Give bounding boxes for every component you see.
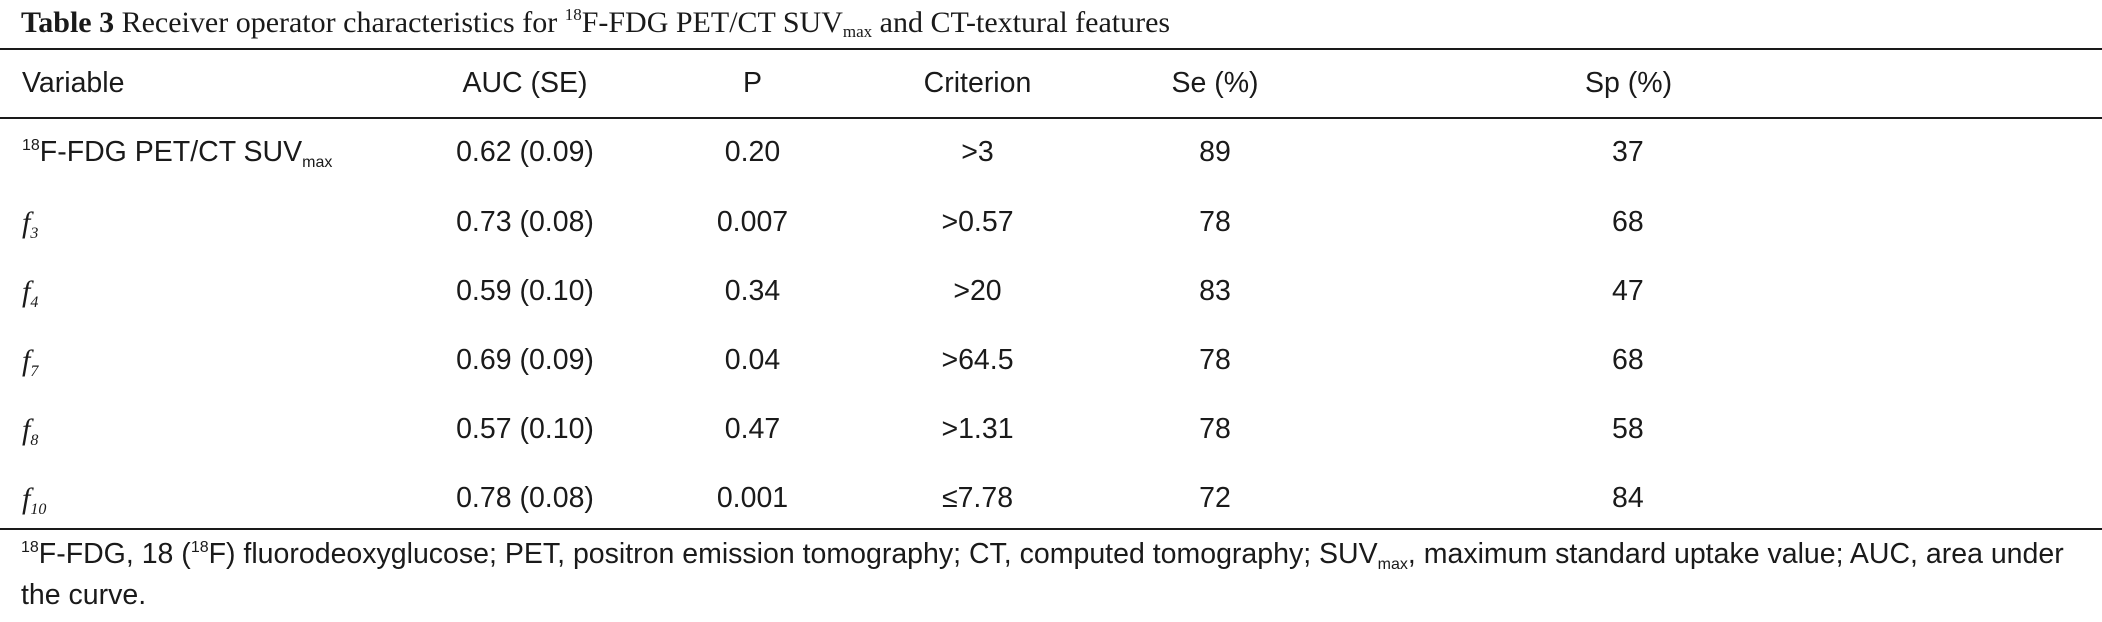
cell-criterion: >1.31: [941, 413, 1014, 445]
cell-criterion: >64.5: [941, 344, 1014, 376]
variable-subscript: 3: [30, 224, 39, 242]
table-footnote: 18F-FDG, 18 (18F) fluorodeoxyglucose; PE…: [21, 534, 2091, 616]
col-header-se: Se (%): [1171, 67, 1259, 99]
cell-variable: f10: [0, 464, 430, 533]
cell-criterion: ≤7.78: [941, 482, 1014, 514]
footnote-superscript: 18: [21, 539, 39, 556]
footnote-text: F) fluorodeoxyglucose; PET, positron emi…: [208, 538, 1378, 570]
table-row: f4 0.59 (0.10) 0.34 >20 83 47: [0, 257, 2102, 326]
caption-text-mid: F-FDG PET/CT SUV: [581, 6, 843, 39]
footnote-superscript: 18: [190, 539, 209, 556]
footnote-text: F-FDG, 18 (: [38, 538, 191, 570]
cell-auc: 0.78 (0.08): [456, 482, 594, 514]
table-label: Table 3: [21, 6, 115, 39]
col-header-criterion: Criterion: [923, 67, 1032, 99]
variable-symbol: f: [22, 481, 31, 515]
table-row: f10 0.78 (0.08) 0.001 ≤7.78 72 84: [0, 464, 2102, 533]
cell-auc: 0.57 (0.10): [456, 413, 594, 445]
cell-auc: 0.62 (0.09): [456, 136, 594, 168]
caption-subscript: max: [842, 22, 873, 41]
table-caption: Table 3 Receiver operator characteristic…: [21, 4, 1170, 42]
cell-p: 0.34: [724, 275, 781, 307]
variable-symbol: f: [22, 412, 31, 446]
cell-sp: 37: [1612, 136, 1644, 168]
bottom-rule: [0, 528, 2102, 530]
cell-variable: f4: [0, 257, 430, 326]
variable-subscript: 7: [30, 362, 39, 380]
header-rule: [0, 117, 2102, 119]
variable-symbol: f: [22, 343, 31, 377]
cell-sp: 68: [1612, 206, 1644, 238]
variable-text: F-FDG PET/CT SUV: [39, 136, 303, 168]
top-rule: [0, 48, 2102, 50]
cell-se: 78: [1199, 344, 1231, 376]
col-header-p: P: [742, 67, 762, 99]
cell-se: 89: [1199, 136, 1231, 168]
cell-auc: 0.59 (0.10): [456, 275, 594, 307]
caption-superscript: 18: [564, 5, 582, 24]
variable-subscript: 4: [30, 293, 39, 311]
caption-text-post: and CT-textural features: [872, 6, 1171, 39]
cell-variable: 18F-FDG PET/CT SUVmax: [0, 117, 430, 188]
cell-se: 72: [1199, 482, 1231, 514]
cell-criterion: >20: [953, 275, 1002, 307]
variable-subscript: 8: [30, 431, 39, 449]
cell-criterion: >0.57: [941, 206, 1014, 238]
variable-superscript: 18: [22, 137, 40, 154]
cell-p: 0.04: [724, 344, 781, 376]
variable-subscript: 10: [30, 500, 47, 518]
cell-auc: 0.69 (0.09): [456, 344, 594, 376]
variable-text: f3: [22, 205, 39, 242]
table-row: 18F-FDG PET/CT SUVmax 0.62 (0.09) 0.20 >…: [0, 117, 2102, 188]
header-row: Variable AUC (SE) P Criterion Se (%) Sp …: [0, 50, 2102, 117]
variable-text: f8: [22, 412, 39, 449]
variable-text: f7: [22, 343, 39, 380]
table-row: f3 0.73 (0.08) 0.007 >0.57 78 68: [0, 188, 2102, 257]
cell-variable: f8: [0, 395, 430, 464]
cell-variable: f3: [0, 188, 430, 257]
cell-criterion: >3: [961, 136, 994, 168]
cell-p: 0.20: [724, 136, 781, 168]
variable-text: f10: [22, 481, 47, 518]
cell-p: 0.007: [716, 206, 789, 238]
cell-se: 83: [1199, 275, 1231, 307]
cell-sp: 84: [1612, 482, 1644, 514]
cell-auc: 0.73 (0.08): [456, 206, 594, 238]
col-header-auc: AUC (SE): [462, 67, 588, 99]
caption-text-pre: Receiver operator characteristics for: [121, 6, 565, 39]
cell-p: 0.001: [716, 482, 789, 514]
roc-table: Variable AUC (SE) P Criterion Se (%) Sp …: [0, 50, 2102, 533]
cell-sp: 47: [1612, 275, 1644, 307]
cell-sp: 58: [1612, 413, 1644, 445]
cell-variable: f7: [0, 326, 430, 395]
variable-subscript: max: [302, 154, 333, 171]
variable-symbol: f: [22, 205, 31, 239]
cell-sp: 68: [1612, 344, 1644, 376]
cell-se: 78: [1199, 413, 1231, 445]
cell-se: 78: [1199, 206, 1231, 238]
footnote-text: , maximum standard uptake value; AUC, ar…: [21, 538, 2064, 611]
variable-symbol: f: [22, 274, 31, 308]
table-row: f7 0.69 (0.09) 0.04 >64.5 78 68: [0, 326, 2102, 395]
table-row: f8 0.57 (0.10) 0.47 >1.31 78 58: [0, 395, 2102, 464]
cell-p: 0.47: [724, 413, 781, 445]
col-header-sp: Sp (%): [1585, 67, 1673, 99]
variable-text: f4: [22, 274, 39, 311]
col-header-variable: Variable: [22, 67, 125, 99]
footnote-subscript: max: [1377, 556, 1408, 573]
